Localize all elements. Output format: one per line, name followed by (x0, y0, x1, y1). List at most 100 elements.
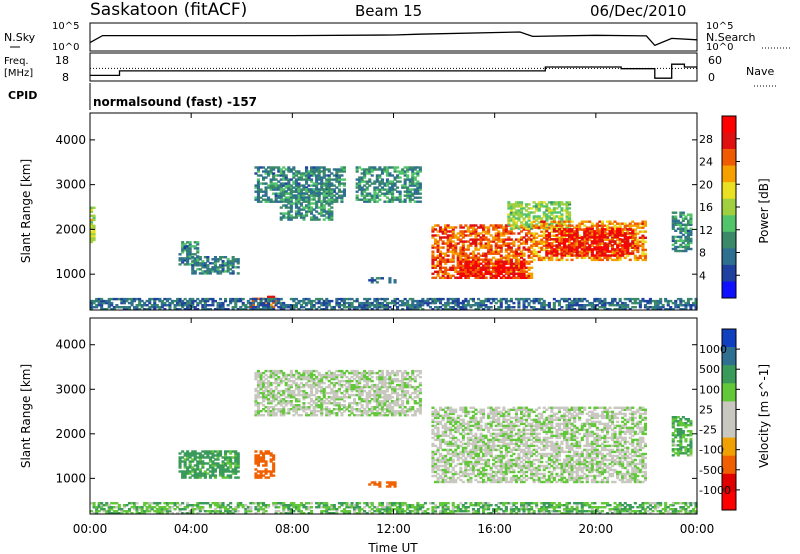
heatmap-cell (611, 222, 615, 225)
heatmap-cell (588, 230, 592, 233)
heatmap-cell (633, 256, 637, 260)
heatmap-cell (289, 208, 293, 211)
heatmap-cell (595, 308, 599, 311)
heatmap-cell (289, 393, 293, 397)
heatmap-cell (297, 172, 301, 175)
heatmap-cell (315, 387, 319, 391)
heatmap-cell (176, 297, 180, 301)
heatmap-cell (570, 234, 574, 237)
heatmap-cell (623, 238, 627, 241)
heatmap-cell (246, 299, 250, 303)
heatmap-cell (555, 299, 559, 303)
heatmap-cell (198, 262, 202, 265)
heatmap-cell (497, 264, 501, 267)
heatmap-cell (305, 188, 309, 191)
heatmap-cell (446, 238, 450, 241)
heatmap-cell (370, 398, 374, 401)
heatmap-cell (575, 226, 579, 229)
heatmap-cell (125, 308, 129, 311)
heatmap-cell (315, 184, 319, 187)
heatmap-cell (691, 301, 695, 305)
heatmap-cell (269, 375, 273, 379)
heatmap-cell (517, 238, 521, 241)
heatmap-cell (431, 256, 435, 259)
heatmap-cell (507, 256, 511, 259)
heatmap-cell (363, 369, 367, 373)
heatmap-cell (471, 268, 475, 271)
heatmap-cell (606, 224, 610, 227)
heatmap-cell (616, 232, 620, 235)
heatmap-cell (188, 308, 192, 311)
heatmap-cell (380, 410, 384, 413)
heatmap-cell (464, 270, 468, 273)
heatmap-cell (363, 180, 367, 183)
heatmap-cell (557, 201, 561, 204)
heatmap-cell (254, 414, 258, 417)
heatmap-cell (216, 258, 220, 261)
heatmap-cell (507, 248, 511, 251)
heatmap-cell (299, 196, 303, 199)
heatmap-cell (239, 308, 243, 311)
heatmap-cell (363, 184, 367, 187)
heatmap-cell (254, 377, 258, 381)
heatmap-cell (307, 206, 311, 209)
heatmap-cell (292, 299, 296, 303)
heatmap-cell (312, 170, 316, 173)
heatmap-cell (517, 211, 521, 214)
heatmap-cell (370, 168, 374, 171)
heatmap-cell (466, 228, 470, 231)
heatmap-cell (363, 389, 367, 393)
heatmap-cell (264, 396, 268, 399)
heatmap-cell (360, 301, 364, 305)
heatmap-cell (560, 232, 564, 235)
heatmap-cell (403, 200, 407, 203)
heatmap-cell (256, 406, 260, 409)
heatmap-cell (380, 385, 384, 389)
heatmap-cell (588, 246, 592, 249)
heatmap-cell (598, 252, 602, 255)
heatmap-cell (517, 244, 521, 247)
heatmap-cell (289, 385, 293, 389)
heatmap-cell (330, 182, 334, 185)
heatmap-cell (681, 233, 685, 237)
heatmap-cell (317, 174, 321, 177)
nsky-panel-frame (89, 22, 698, 52)
heatmap-cell (267, 414, 271, 417)
heatmap-cell (603, 306, 607, 309)
heatmap-cell (90, 308, 94, 311)
heatmap-cell (421, 299, 425, 303)
heatmap-cell (674, 245, 678, 249)
heatmap-cell (297, 186, 301, 189)
heatmap-cell (186, 241, 190, 244)
heatmap-cell (327, 301, 331, 305)
heatmap-cell (256, 180, 260, 183)
heatmap-cell (408, 198, 412, 201)
heatmap-cell (211, 304, 215, 307)
heatmap-cell (120, 306, 124, 309)
heatmap-cell (332, 375, 336, 379)
heatmap-cell (160, 299, 164, 303)
heatmap-cell (421, 301, 425, 305)
heatmap-cell (277, 166, 281, 169)
heatmap-cell (600, 250, 604, 253)
heatmap-cell (312, 369, 316, 373)
heatmap-cell (583, 246, 587, 249)
heatmap-cell (484, 236, 488, 239)
heatmap-cell (388, 166, 392, 169)
heatmap-cell (322, 168, 326, 171)
heatmap-cell (198, 272, 202, 275)
heatmap-cell (322, 190, 326, 193)
heatmap-cell (178, 304, 182, 307)
heatmap-cell (330, 375, 334, 379)
heatmap-cell (573, 242, 577, 245)
heatmap-cell (431, 264, 435, 267)
heatmap-cell (603, 299, 607, 303)
heatmap-cell (269, 295, 273, 299)
heatmap-cell (363, 168, 367, 171)
heatmap-cell (504, 228, 508, 231)
heatmap-cell (514, 266, 518, 269)
heatmap-cell (466, 234, 470, 237)
heatmap-cell (555, 224, 559, 227)
heatmap-cell (269, 188, 273, 191)
heatmap-cell (269, 402, 273, 405)
